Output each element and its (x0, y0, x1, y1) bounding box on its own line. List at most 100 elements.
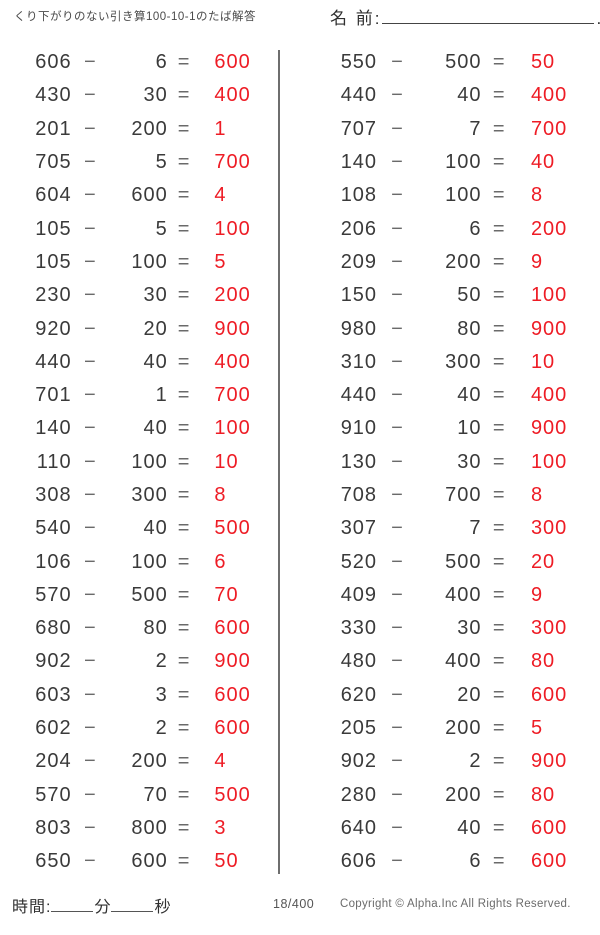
subtrahend: 3 (155, 683, 168, 706)
minus-operator: − (84, 184, 97, 207)
minuend: 140 (35, 417, 72, 440)
answer-value: 4 (214, 750, 227, 773)
minus-operator: − (391, 550, 404, 573)
minus-operator: − (391, 816, 404, 839)
equals-operator: = (492, 284, 506, 307)
equals-operator: = (177, 783, 191, 806)
subtrahend: 7 (469, 517, 482, 540)
subtrahend: 200 (445, 717, 482, 740)
answer-value: 9 (530, 250, 544, 273)
minuend: 902 (340, 750, 378, 773)
subtrahend: 6 (155, 51, 168, 74)
minuend: 105 (35, 217, 72, 240)
minus-operator: − (391, 583, 404, 606)
minus-operator: − (391, 250, 404, 273)
problem-row: 606− 6 = 600 (300, 845, 600, 878)
minuend: 440 (340, 84, 378, 107)
answer-value: 600 (530, 683, 568, 706)
subtrahend: 7 (469, 117, 482, 140)
answer-value: 8 (530, 484, 544, 506)
minuend: 230 (35, 284, 72, 307)
problem-row: 620− 20 = 600 (300, 679, 600, 712)
equals-operator: = (177, 417, 191, 440)
minus-operator: − (391, 750, 404, 773)
minuend: 204 (35, 750, 72, 773)
problem-row: 330− 30 = 300 (300, 612, 600, 645)
minutes-input[interactable] (51, 895, 94, 912)
problem-row: 705− 5 = 700 (0, 146, 278, 179)
minuend: 680 (35, 617, 72, 640)
minuend: 205 (340, 717, 378, 740)
minus-operator: − (84, 850, 97, 873)
equals-operator: = (492, 117, 506, 140)
problem-row: 902− 2 = 900 (0, 645, 278, 678)
subtrahend: 100 (445, 151, 482, 174)
minuend: 409 (340, 583, 378, 606)
minuend: 920 (35, 317, 72, 340)
subtrahend: 300 (445, 350, 482, 373)
equals-operator: = (177, 151, 191, 174)
minus-operator: − (391, 683, 404, 706)
problem-row: 110− 100 = 10 (0, 446, 278, 479)
minus-operator: − (84, 217, 97, 240)
minuend: 106 (35, 550, 72, 573)
minuend: 150 (340, 284, 378, 307)
minus-operator: − (84, 717, 97, 740)
subtrahend: 100 (131, 550, 168, 573)
subtrahend: 30 (457, 617, 482, 640)
minuend: 701 (35, 384, 72, 407)
minuend: 520 (340, 550, 378, 573)
answer-value: 600 (530, 850, 568, 873)
problem-row: 701− 1 = 700 (0, 379, 278, 412)
answer-value: 80 (530, 650, 556, 673)
answer-value: 900 (214, 317, 251, 340)
answer-value: 400 (530, 384, 568, 407)
subtrahend: 30 (143, 284, 168, 307)
answer-value: 500 (214, 517, 251, 540)
equals-operator: = (177, 84, 191, 107)
minuend: 570 (35, 583, 72, 606)
minus-operator: − (84, 650, 97, 673)
problem-column-right: 550−500 = 50 440−40 = 400 707−7 = 700 140−100 = 40 1… (278, 46, 600, 884)
minuend: 902 (35, 650, 72, 673)
minutes-unit-label: 分 (94, 899, 111, 916)
problem-row: 604− 600 = 4 (0, 179, 278, 212)
answer-value: 5 (214, 250, 227, 273)
minuend: 604 (35, 184, 72, 207)
answer-value: 300 (530, 517, 568, 540)
subtrahend: 600 (131, 850, 168, 873)
minuend: 440 (35, 350, 72, 373)
minus-operator: − (391, 417, 404, 440)
equals-operator: = (492, 184, 506, 207)
seconds-input[interactable] (111, 895, 154, 912)
equals-operator: = (492, 850, 506, 873)
problem-row: 708− 700 = 8 (300, 479, 600, 512)
name-field-block: 名 前: . (330, 4, 600, 29)
equals-operator: = (492, 583, 506, 606)
answer-value: 900 (530, 750, 568, 773)
minus-operator: − (84, 117, 97, 140)
name-input[interactable] (382, 6, 595, 24)
minuend: 910 (340, 417, 378, 440)
minus-operator: − (391, 517, 404, 540)
problem-sheet: 606−6 = 600 430−30 = 400 201−200 = 1 705−5 = 700 604… (0, 46, 600, 884)
subtrahend: 2 (155, 717, 168, 740)
minus-operator: − (84, 317, 97, 340)
answer-value: 700 (214, 384, 251, 407)
minuend: 209 (340, 250, 378, 273)
minuend: 310 (340, 350, 378, 373)
time-field-label: 時間: (12, 899, 52, 916)
answer-value: 700 (530, 117, 568, 140)
subtrahend: 300 (131, 484, 168, 506)
equals-operator: = (492, 317, 506, 340)
problem-row: 310− 300 = 10 (300, 346, 600, 379)
minus-operator: − (391, 151, 404, 174)
equals-operator: = (177, 484, 191, 506)
problem-row: 520− 500 = 20 (300, 545, 600, 578)
answer-value: 200 (214, 284, 251, 307)
problem-row: 201− 200 = 1 (0, 113, 278, 146)
problem-row: 650− 600 = 50 (0, 845, 278, 878)
minus-operator: − (391, 617, 404, 640)
minus-operator: − (391, 783, 404, 806)
subtrahend: 100 (131, 250, 168, 273)
